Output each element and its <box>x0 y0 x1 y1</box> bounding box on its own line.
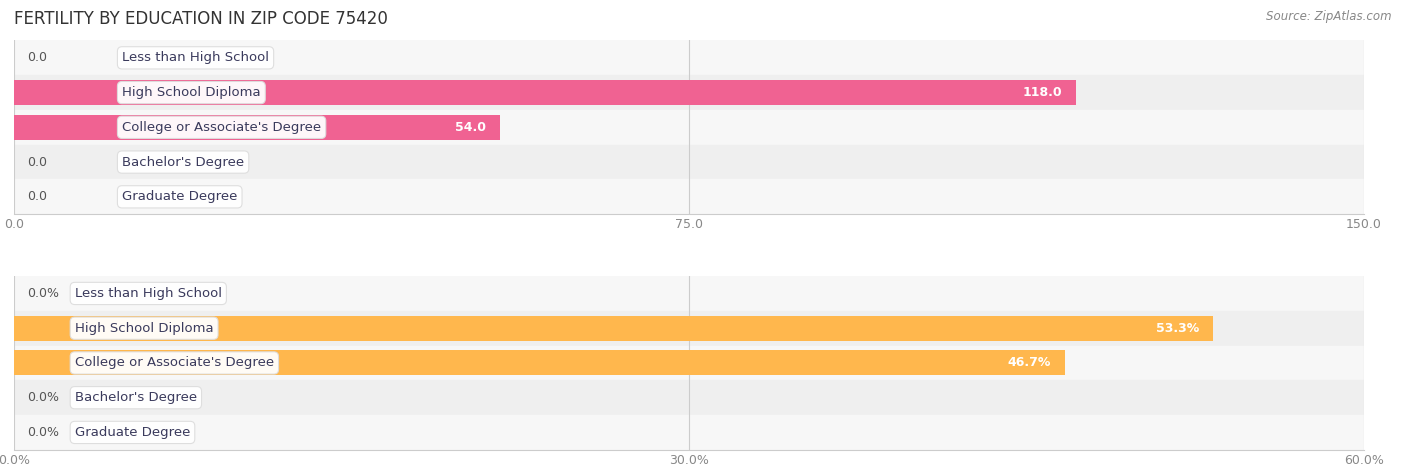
Text: Less than High School: Less than High School <box>122 51 269 64</box>
Bar <box>14 179 1364 214</box>
Text: 0.0: 0.0 <box>28 51 48 64</box>
Text: 0.0: 0.0 <box>28 190 48 203</box>
Text: Bachelor's Degree: Bachelor's Degree <box>75 391 197 404</box>
Text: FERTILITY BY EDUCATION IN ZIP CODE 75420: FERTILITY BY EDUCATION IN ZIP CODE 75420 <box>14 10 388 28</box>
Text: College or Associate's Degree: College or Associate's Degree <box>75 357 274 369</box>
Bar <box>14 80 1076 105</box>
Bar <box>14 40 1364 75</box>
Text: 46.7%: 46.7% <box>1008 357 1052 369</box>
Text: Graduate Degree: Graduate Degree <box>75 426 190 439</box>
Text: High School Diploma: High School Diploma <box>122 86 260 99</box>
Text: 118.0: 118.0 <box>1022 86 1063 99</box>
Text: 0.0%: 0.0% <box>28 391 59 404</box>
Text: 0.0: 0.0 <box>28 156 48 169</box>
Bar <box>14 75 1364 110</box>
Bar <box>14 276 1364 311</box>
Text: Source: ZipAtlas.com: Source: ZipAtlas.com <box>1267 10 1392 22</box>
Bar <box>14 380 1364 415</box>
Bar <box>14 415 1364 450</box>
Text: 0.0%: 0.0% <box>28 426 59 439</box>
Text: Less than High School: Less than High School <box>75 287 222 300</box>
Bar <box>14 311 1364 346</box>
Bar <box>14 110 1364 145</box>
Text: 54.0: 54.0 <box>456 121 486 134</box>
Text: High School Diploma: High School Diploma <box>75 322 214 335</box>
Bar <box>14 316 1213 341</box>
Text: Bachelor's Degree: Bachelor's Degree <box>122 156 245 169</box>
Text: College or Associate's Degree: College or Associate's Degree <box>122 121 321 134</box>
Bar <box>14 145 1364 179</box>
Bar <box>14 346 1364 380</box>
Text: Graduate Degree: Graduate Degree <box>122 190 238 203</box>
Text: 0.0%: 0.0% <box>28 287 59 300</box>
Bar <box>14 350 1064 376</box>
Text: 53.3%: 53.3% <box>1156 322 1199 335</box>
Bar <box>14 115 501 140</box>
